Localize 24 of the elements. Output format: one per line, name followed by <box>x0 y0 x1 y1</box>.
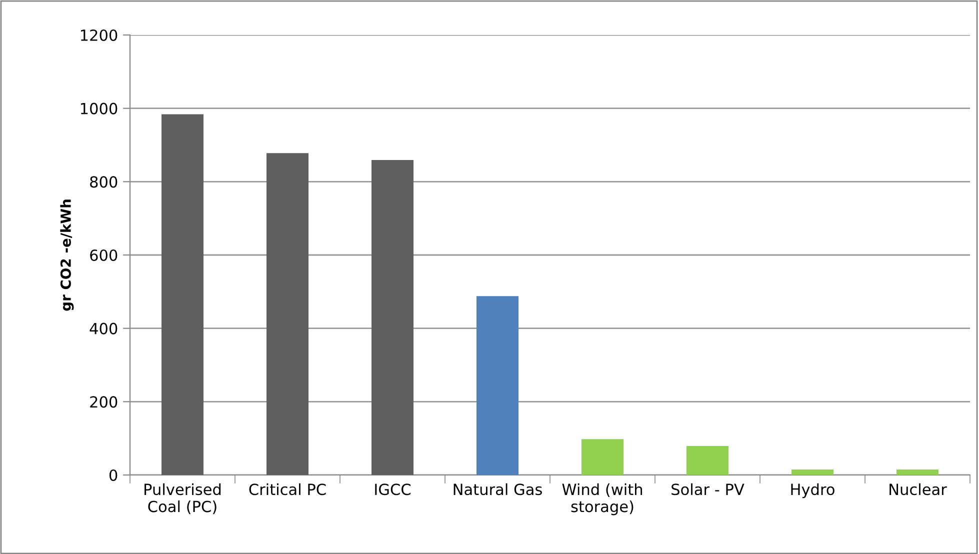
x-tick-label: Solar - PV <box>672 483 744 496</box>
x-tick-label: IGCC <box>375 484 411 496</box>
y-tick-label: 800 <box>90 176 118 188</box>
x-tick-label: Wind (with storage) <box>562 483 642 516</box>
y-tick-label: 200 <box>90 396 118 408</box>
bar <box>792 470 834 475</box>
bar <box>476 296 518 475</box>
bar <box>686 446 728 475</box>
y-tick-label: 0 <box>109 469 118 482</box>
bar <box>896 470 938 475</box>
x-tick-label: Natural Gas <box>454 483 542 496</box>
bar <box>162 114 204 475</box>
y-tick-label: 400 <box>90 322 118 334</box>
y-tick-label: 1000 <box>80 102 118 114</box>
bar <box>582 439 624 475</box>
x-tick-label: Nuclear <box>890 483 947 496</box>
y-tick-label: 600 <box>90 249 118 262</box>
y-axis-title: gr CO2 -e/kWh <box>60 200 74 311</box>
bar <box>266 153 308 475</box>
bar <box>372 160 414 475</box>
x-tick-label: Pulverised Coal (PC) <box>144 483 221 514</box>
y-tick-label: 1200 <box>80 29 118 42</box>
x-tick-label: Hydro <box>791 483 834 498</box>
x-tick-label: Critical PC <box>249 483 326 496</box>
